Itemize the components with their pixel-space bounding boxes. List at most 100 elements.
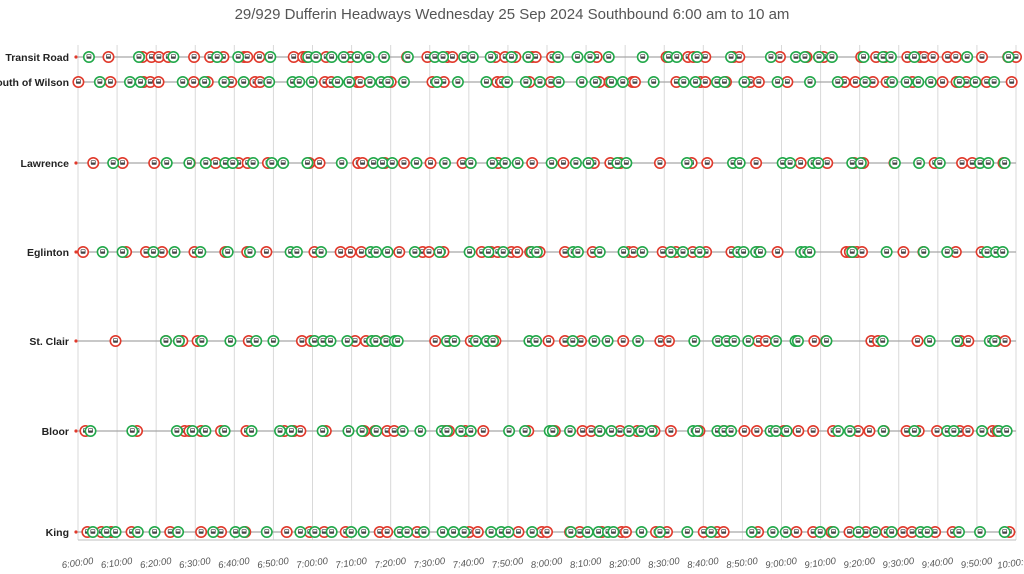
bus-29-point (397, 157, 410, 170)
bus-929-point (82, 50, 95, 63)
bus-929-point (172, 334, 185, 347)
bus-929-point (705, 525, 718, 538)
bus-929-point (221, 246, 234, 259)
bus-929-point (1002, 50, 1015, 63)
bus-929-point (316, 424, 329, 437)
bus-929-point (159, 334, 172, 347)
bus-29-point (542, 334, 555, 347)
bus-929-point (436, 525, 449, 538)
bus-929-point (497, 246, 510, 259)
bus-929-point (86, 525, 99, 538)
bus-929-point (480, 76, 493, 89)
bus-929-point (381, 246, 394, 259)
bus-929-point (305, 76, 318, 89)
bus-929-point (771, 76, 784, 89)
bus-929-point (207, 525, 220, 538)
bus-929-point (440, 424, 453, 437)
bus-929-point (998, 157, 1011, 170)
bus-929-point (552, 76, 565, 89)
bus-929-point (428, 50, 441, 63)
stop-marker (74, 429, 78, 433)
bus-29-point (109, 334, 122, 347)
bus-29-point (628, 76, 641, 89)
stop-label: Bloor (42, 426, 69, 438)
bus-29-point (354, 76, 367, 89)
bus-29-point (941, 50, 954, 63)
bus-929-point (804, 76, 817, 89)
bus-929-point (301, 157, 314, 170)
bus-929-point (381, 76, 394, 89)
bus-929-point (345, 525, 358, 538)
bus-929-point (362, 50, 375, 63)
bus-29-point (662, 334, 675, 347)
bus-929-point (530, 246, 543, 259)
bus-929-point (294, 525, 307, 538)
bus-929-point (885, 525, 898, 538)
x-tick-label: 9:10:00 (804, 556, 838, 571)
bus-929-point (670, 50, 683, 63)
bus-29-point (104, 76, 117, 89)
bus-929-point (237, 76, 250, 89)
bus-929-point (464, 424, 477, 437)
bus-929-point (564, 424, 577, 437)
bus-929-point (742, 334, 755, 347)
bus-929-point (437, 50, 450, 63)
bus-929-point (607, 525, 620, 538)
bus-929-point (499, 157, 512, 170)
bus-29-point (471, 525, 484, 538)
bus-29-point (897, 525, 910, 538)
bus-929-point (677, 76, 690, 89)
bus-929-point (688, 334, 701, 347)
bus-929-point (463, 246, 476, 259)
bus-929-point (886, 76, 899, 89)
bus-929-point (226, 157, 239, 170)
bus-29-point (209, 157, 222, 170)
bus-929-point (923, 334, 936, 347)
bus-29-point (701, 157, 714, 170)
bus-929-point (900, 76, 913, 89)
x-tick-label: 8:20:00 (608, 556, 642, 571)
bus-929-point (588, 334, 601, 347)
bus-929-point (961, 50, 974, 63)
bus-29-point (750, 424, 763, 437)
bus-29-point (656, 246, 669, 259)
x-tick-label: 8:10:00 (569, 556, 603, 571)
bus-929-point (859, 76, 872, 89)
bus-layer (72, 50, 1022, 538)
bus-29-point (253, 50, 266, 63)
bus-929-point (116, 246, 129, 259)
bus-929-point (617, 246, 630, 259)
bus-929-point (351, 50, 364, 63)
bus-929-point (363, 76, 376, 89)
x-tick-label: 7:00:00 (296, 556, 330, 571)
bus-29-point (152, 76, 165, 89)
x-tick-label: 8:30:00 (647, 556, 681, 571)
bus-929-point (172, 525, 185, 538)
bus-929-point (84, 424, 97, 437)
bus-29-point (617, 334, 630, 347)
bus-29-point (477, 424, 490, 437)
bus-929-point (132, 50, 145, 63)
bus-929-point (123, 76, 136, 89)
bus-929-point (396, 424, 409, 437)
bus-929-point (908, 424, 921, 437)
bus-929-point (593, 424, 606, 437)
bus-929-point (953, 76, 966, 89)
bus-929-point (397, 76, 410, 89)
bus-929-point (812, 157, 825, 170)
bus-929-point (458, 525, 471, 538)
bus-29-point (280, 525, 293, 538)
bus-929-point (636, 50, 649, 63)
bus-29-point (936, 76, 949, 89)
bus-929-point (725, 424, 738, 437)
bus-929-point (195, 334, 208, 347)
bus-929-point (564, 525, 577, 538)
bus-929-point (238, 525, 251, 538)
bus-29-point (781, 76, 794, 89)
bus-929-point (952, 525, 965, 538)
bus-929-point (566, 334, 579, 347)
bus-29-point (260, 246, 273, 259)
bus-929-point (519, 424, 532, 437)
bus-929-point (264, 50, 277, 63)
